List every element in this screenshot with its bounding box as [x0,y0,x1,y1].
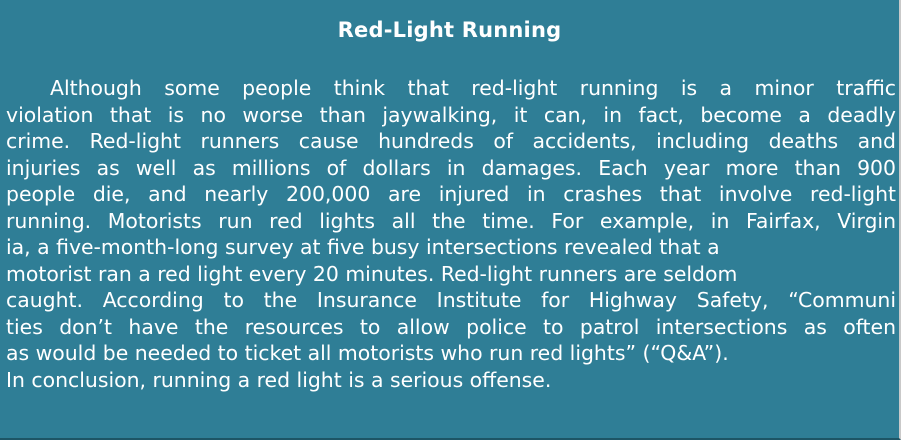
text-line: caught. According to the Insurance Insti… [6,288,896,312]
text-line: In conclusion, running a red light is a … [6,367,552,392]
text-line: injuries as well as millions of dollars … [6,155,896,180]
text-line: running. Motorists run red lights all th… [6,208,896,233]
text-line: people die, and nearly 200,000 are injur… [6,182,896,206]
document-body: Although some people think that red-ligh… [6,75,896,393]
text-line: violation that is no worse than jaywalki… [6,102,896,127]
text-line: as would be needed to ticket all motoris… [6,341,729,365]
document-title: Red-Light Running [337,18,562,42]
text-line: motorist ran a red light every 20 minute… [6,261,738,286]
text-line: crime. Red-light runners cause hundreds … [6,129,896,153]
text-line: ia, a five-month-long survey at five bus… [6,235,720,259]
text-line: Although some people think that red-ligh… [50,76,896,100]
text-line: ties don’t have the resources to allow p… [6,314,896,339]
